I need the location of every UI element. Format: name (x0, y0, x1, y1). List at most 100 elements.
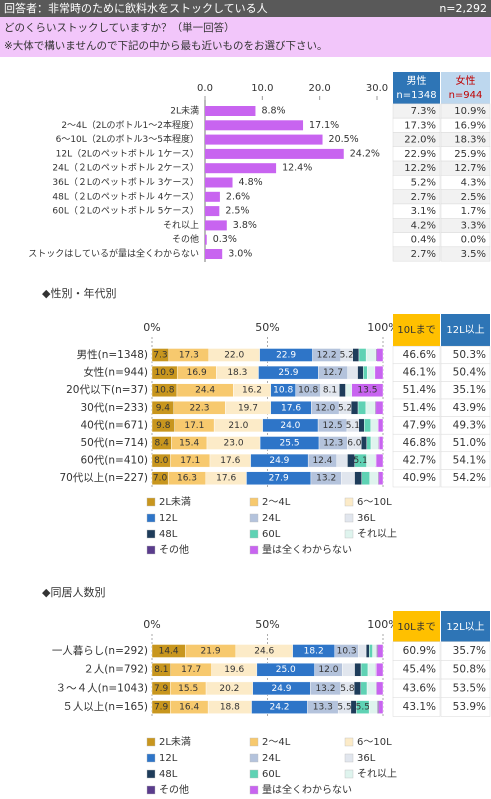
data-label: 9.4 (156, 403, 171, 413)
legend-label: その他 (159, 543, 189, 556)
summary-value: 40.9% (403, 472, 436, 484)
table-value: 17.3% (404, 120, 436, 131)
bar-segment (369, 644, 373, 658)
header-title: 回答者：非常時のために飲料水をストックしている人 (4, 1, 268, 15)
x-tick-label: 50% (255, 618, 279, 631)
bar-segment (352, 348, 360, 362)
x-tick-label: 30.0 (366, 83, 388, 94)
category-label: 60代(n=410) (80, 455, 148, 467)
data-label: 16.2 (242, 386, 262, 396)
data-label: 17.3 (179, 351, 199, 361)
legend-label: その他 (159, 783, 189, 796)
data-label: 13.3 (313, 703, 333, 713)
x-tick-label: 10.0 (251, 83, 273, 94)
category-label: その他 (172, 233, 199, 245)
data-label: 20.5% (329, 134, 359, 145)
summary-value: 54.2% (453, 472, 486, 484)
bar-segment (358, 348, 367, 362)
bar-segment (345, 383, 353, 397)
data-label: 22.9 (276, 351, 296, 361)
bar-segment (372, 644, 377, 658)
table-header (393, 72, 440, 104)
legend-label: 24L (262, 753, 281, 764)
data-label: 24.2 (269, 703, 289, 713)
bar (205, 220, 227, 231)
data-label: 12.0 (318, 665, 338, 675)
data-label: 3.8% (233, 220, 257, 231)
data-label: 7.9 (154, 684, 169, 694)
legend-label: 24L (262, 513, 281, 524)
table-value: 12.7% (454, 163, 486, 174)
legend-swatch (146, 545, 156, 555)
data-label: 24.9 (271, 684, 291, 694)
bar-segment (358, 418, 365, 433)
data-label: 17.7 (181, 665, 201, 675)
legend-swatch (249, 497, 259, 507)
table-value: 5.2% (411, 178, 436, 189)
data-label: 16.4 (179, 703, 199, 713)
legend-label: 2〜4L (262, 737, 291, 748)
data-label: 5.5 (337, 703, 351, 713)
table-value: 0.0% (461, 235, 486, 246)
data-label: 15.4 (179, 439, 199, 449)
bar-segment (365, 348, 377, 362)
category-label: 女性(n=944) (83, 366, 148, 379)
summary-header-label: 10Lまで (397, 324, 435, 336)
bar (205, 234, 207, 245)
category-label: 70代以上(n=227) (59, 472, 148, 484)
x-tick-label: 100% (367, 618, 398, 631)
legend-swatch (146, 769, 156, 779)
category-label: ５人以上(n=165) (62, 701, 148, 713)
x-tick-label: 20.0 (309, 83, 331, 94)
bar-segment (360, 663, 369, 677)
section-title: ◆同居人数別 (42, 586, 105, 599)
summary-value: 35.7% (453, 645, 486, 657)
data-label: 25.5 (280, 439, 300, 449)
data-label: 2.5% (225, 206, 249, 217)
data-label: 12.7 (323, 368, 343, 378)
category-label: 60L（２Lのペットボトル 5ケース） (52, 206, 199, 217)
summary-header (441, 611, 490, 643)
legend-swatch (146, 513, 156, 523)
x-tick-label: 0.0 (197, 83, 213, 94)
data-label: 5.1 (354, 456, 368, 466)
bar-segment (342, 663, 355, 677)
table-value: 2.7% (411, 249, 436, 260)
table-value: 22.0% (404, 135, 436, 146)
data-label: 14.4 (159, 647, 179, 657)
data-label: 12.3 (323, 439, 343, 449)
bar-segment (361, 471, 371, 485)
legend-swatch (146, 497, 156, 507)
data-label: 22.3 (189, 403, 209, 413)
category-label: 一人暮らし(n=292) (52, 644, 148, 657)
data-label: 24.2% (350, 148, 380, 159)
summary-cell (440, 469, 491, 488)
bar-segment (376, 681, 384, 696)
table-cell (440, 246, 491, 262)
legend-swatch (146, 529, 156, 539)
question-note: ※大体で構いませんので下記の中から最も近いものをお選び下さい。 (4, 39, 327, 52)
bar-segment (357, 365, 364, 380)
data-label: 8.8% (261, 106, 285, 117)
category-label: 20代以下(n=37) (66, 384, 148, 396)
bar-segment (360, 681, 368, 696)
data-label: 5.1 (346, 421, 360, 431)
summary-value: 43.1% (403, 701, 436, 713)
bar-segment (341, 471, 355, 485)
table-value: 1.7% (461, 206, 486, 217)
category-label: ３～４人(n=1043) (56, 682, 148, 694)
table-value: 3.1% (411, 206, 436, 217)
summary-value: 50.4% (453, 367, 486, 379)
summary-header-label: 12L以上 (446, 324, 484, 336)
data-label: 2.6% (226, 191, 250, 202)
table-value: 12.2% (404, 163, 436, 174)
data-label: 7.9 (154, 703, 169, 713)
x-tick-label: 0% (143, 618, 160, 631)
legend-swatch (249, 785, 259, 795)
bar-segment (367, 663, 376, 677)
bar (205, 106, 256, 116)
summary-header (441, 314, 490, 346)
table-value: 2.5% (461, 192, 486, 203)
legend-label: 36L (357, 513, 376, 524)
category-label: 48L（２Lのペットボトル 4ケース） (52, 191, 199, 202)
